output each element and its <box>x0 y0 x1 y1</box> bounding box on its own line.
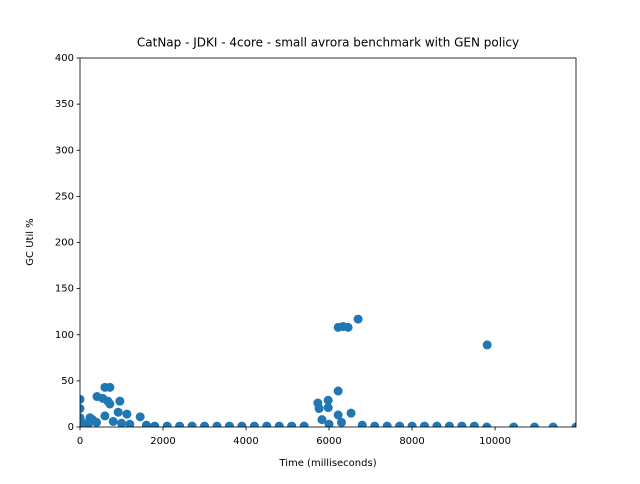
point <box>135 412 145 422</box>
point <box>287 421 297 427</box>
axes-frame <box>79 57 577 428</box>
point <box>346 408 356 418</box>
point <box>105 382 115 392</box>
x-tick-label: 4000 <box>233 436 258 447</box>
point <box>92 417 102 427</box>
point <box>382 421 392 427</box>
y-tick-label: 400 <box>55 53 74 64</box>
point <box>333 386 343 396</box>
y-tick-label: 50 <box>61 376 74 387</box>
point <box>420 421 430 427</box>
point <box>200 421 210 427</box>
x-tick-label: 0 <box>77 436 83 447</box>
point <box>150 421 160 427</box>
point <box>162 421 172 427</box>
point <box>432 421 442 427</box>
point <box>237 421 247 427</box>
point <box>444 421 454 427</box>
point <box>113 407 123 417</box>
y-tick-label: 350 <box>55 99 74 110</box>
x-tick-label: 8000 <box>399 436 424 447</box>
point <box>314 404 324 414</box>
point <box>141 420 151 427</box>
point <box>482 340 492 350</box>
point <box>395 421 405 427</box>
y-tick-label: 100 <box>55 330 74 341</box>
y-tick-label: 300 <box>55 145 74 156</box>
point <box>105 399 115 409</box>
point <box>357 420 367 427</box>
point <box>317 415 327 425</box>
point <box>108 416 118 426</box>
point <box>333 410 343 420</box>
point <box>122 409 132 419</box>
point <box>407 421 417 427</box>
point <box>324 419 334 427</box>
point <box>509 422 519 427</box>
x-tick-label: 6000 <box>316 436 341 447</box>
point <box>370 421 380 427</box>
point <box>212 421 222 427</box>
point <box>224 421 234 427</box>
point <box>187 421 197 427</box>
point <box>299 421 309 427</box>
point <box>323 403 333 413</box>
chart-title: CatNap - JDKI - 4core - small avrora ben… <box>137 36 519 50</box>
y-tick-label: 200 <box>55 238 74 249</box>
point <box>274 421 284 427</box>
point <box>80 404 85 414</box>
point <box>571 422 576 427</box>
point <box>100 411 110 421</box>
point <box>115 396 125 406</box>
point <box>457 421 467 427</box>
y-axis-label: GC Util % <box>25 218 36 265</box>
point <box>353 314 363 324</box>
point <box>548 422 558 427</box>
point <box>323 395 333 405</box>
point <box>80 394 85 404</box>
point <box>117 418 127 427</box>
point <box>482 422 492 427</box>
y-tick-label: 250 <box>55 191 74 202</box>
point <box>125 419 135 427</box>
point <box>529 422 539 427</box>
x-axis-label: Time (milliseconds) <box>278 458 376 469</box>
x-tick-label: 10000 <box>479 436 511 447</box>
point <box>175 421 185 427</box>
point <box>343 322 353 332</box>
y-tick-label: 150 <box>55 284 74 295</box>
point <box>262 421 272 427</box>
point <box>469 421 479 427</box>
point <box>249 421 259 427</box>
plot-area <box>80 314 576 427</box>
y-tick-label: 0 <box>68 422 74 433</box>
point <box>336 417 346 427</box>
x-tick-label: 2000 <box>150 436 175 447</box>
